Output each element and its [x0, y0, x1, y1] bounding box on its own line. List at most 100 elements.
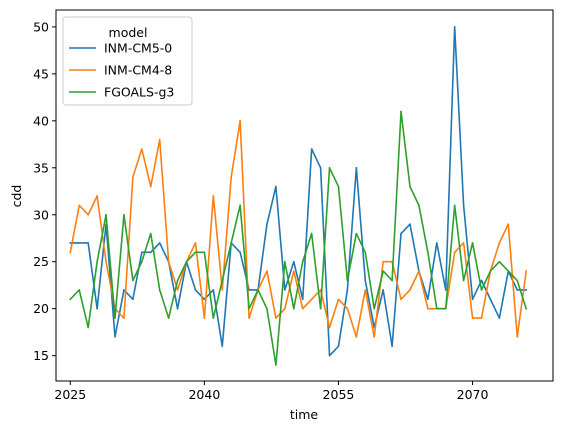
data-point-fgoals-g3 [78, 289, 81, 291]
data-point-fgoals-g3 [123, 213, 125, 216]
data-point-inm-cm5-0 [471, 298, 474, 301]
y-tick-label: 20 [33, 301, 49, 316]
y-tick-label: 30 [33, 207, 49, 222]
data-point-inm-cm5-0 [480, 279, 483, 282]
data-point-inm-cm4-8 [382, 260, 384, 263]
data-point-inm-cm4-8 [221, 289, 224, 291]
data-point-fgoals-g3 [275, 364, 277, 366]
data-point-inm-cm5-0 [328, 354, 331, 357]
data-point-fgoals-g3 [453, 204, 456, 207]
series-line-fgoals-g3 [69, 110, 528, 366]
plot-frame [55, 9, 554, 382]
data-point-inm-cm5-0 [69, 242, 72, 244]
data-point-fgoals-g3 [284, 260, 286, 263]
data-point-fgoals-g3 [185, 260, 188, 263]
data-point-inm-cm4-8 [141, 148, 143, 150]
data-point-fgoals-g3 [382, 270, 384, 272]
data-point-inm-cm5-0 [176, 307, 179, 310]
data-point-fgoals-g3 [319, 307, 322, 310]
data-point-inm-cm4-8 [105, 260, 107, 263]
data-point-inm-cm4-8 [418, 270, 420, 272]
y-axis: 15 20 25 30 35 40 45 50 [33, 19, 56, 363]
legend-box [62, 16, 193, 106]
y-tick-label: 15 [33, 348, 49, 363]
data-point-inm-cm5-0 [132, 298, 134, 301]
legend-label-inm-cm5-0: INM-CM5-0 [104, 41, 172, 56]
data-point-fgoals-g3 [435, 307, 438, 310]
x-tick-label: 2070 [457, 387, 489, 402]
data-point-inm-cm4-8 [462, 242, 465, 244]
data-point-inm-cm4-8 [337, 298, 340, 301]
data-point-inm-cm5-0 [275, 185, 277, 188]
data-point-fgoals-g3 [257, 289, 259, 291]
data-point-fgoals-g3 [391, 279, 393, 282]
data-point-fgoals-g3 [266, 307, 268, 310]
data-point-inm-cm5-0 [444, 289, 447, 291]
data-point-fgoals-g3 [194, 251, 197, 254]
data-point-inm-cm4-8 [239, 120, 241, 122]
data-point-inm-cm5-0 [239, 251, 241, 254]
y-tick-label: 50 [33, 19, 49, 34]
x-tick-label: 2040 [188, 387, 220, 402]
legend-title: model [109, 25, 148, 40]
data-point-inm-cm4-8 [212, 195, 215, 197]
data-point-inm-cm4-8 [292, 270, 295, 272]
data-point-inm-cm4-8 [158, 138, 161, 141]
data-point-inm-cm4-8 [230, 176, 232, 178]
data-point-inm-cm5-0 [435, 242, 438, 244]
data-point-fgoals-g3 [96, 260, 98, 263]
data-point-inm-cm4-8 [301, 307, 304, 310]
data-point-fgoals-g3 [364, 251, 367, 254]
data-point-inm-cm5-0 [212, 289, 215, 291]
data-point-inm-cm5-0 [516, 289, 519, 291]
data-point-inm-cm5-0 [310, 148, 313, 150]
x-axis: 2025 2040 2055 2070 [54, 381, 489, 402]
data-point-fgoals-g3 [471, 242, 474, 244]
data-point-fgoals-g3 [87, 326, 89, 329]
y-tick-label: 40 [33, 113, 49, 128]
data-point-inm-cm5-0 [292, 260, 295, 263]
data-point-fgoals-g3 [498, 260, 501, 263]
data-point-fgoals-g3 [292, 307, 295, 310]
data-point-inm-cm5-0 [87, 242, 89, 244]
data-point-fgoals-g3 [507, 270, 510, 272]
data-point-inm-cm5-0 [427, 298, 429, 301]
data-point-fgoals-g3 [328, 166, 331, 169]
data-point-inm-cm4-8 [498, 242, 501, 244]
data-point-inm-cm4-8 [328, 326, 331, 329]
y-axis-label: cdd [9, 185, 24, 208]
data-point-fgoals-g3 [114, 317, 116, 319]
data-point-fgoals-g3 [301, 260, 304, 263]
data-point-fgoals-g3 [105, 213, 107, 216]
data-point-fgoals-g3 [400, 110, 402, 113]
data-point-fgoals-g3 [525, 307, 527, 310]
data-point-fgoals-g3 [203, 251, 206, 254]
data-point-inm-cm5-0 [114, 336, 116, 338]
data-point-fgoals-g3 [230, 242, 232, 244]
data-point-fgoals-g3 [221, 279, 224, 282]
data-point-inm-cm4-8 [480, 317, 483, 319]
data-point-inm-cm5-0 [364, 279, 367, 282]
data-point-fgoals-g3 [373, 307, 376, 310]
data-point-inm-cm4-8 [400, 298, 402, 301]
data-point-fgoals-g3 [310, 232, 313, 235]
data-point-fgoals-g3 [489, 270, 492, 272]
data-point-fgoals-g3 [462, 279, 465, 282]
y-tick-label: 35 [33, 160, 49, 175]
legend-label-inm-cm4-8: INM-CM4-8 [104, 63, 172, 78]
data-point-inm-cm5-0 [409, 223, 411, 225]
data-point-inm-cm5-0 [123, 289, 125, 291]
data-point-inm-cm5-0 [141, 251, 143, 254]
legend: model INM-CM5-0 INM-CM4-8 FGOALS-g3 [62, 16, 193, 106]
data-point-inm-cm4-8 [69, 251, 72, 254]
data-point-fgoals-g3 [516, 279, 519, 282]
data-point-inm-cm5-0 [248, 289, 250, 291]
data-point-fgoals-g3 [69, 298, 72, 301]
data-point-inm-cm4-8 [176, 289, 179, 291]
x-tick-label: 2025 [54, 387, 86, 402]
data-point-inm-cm4-8 [284, 307, 286, 310]
data-point-inm-cm5-0 [158, 242, 161, 244]
data-point-fgoals-g3 [409, 185, 411, 188]
data-point-inm-cm4-8 [123, 317, 125, 319]
data-point-inm-cm4-8 [507, 223, 510, 225]
